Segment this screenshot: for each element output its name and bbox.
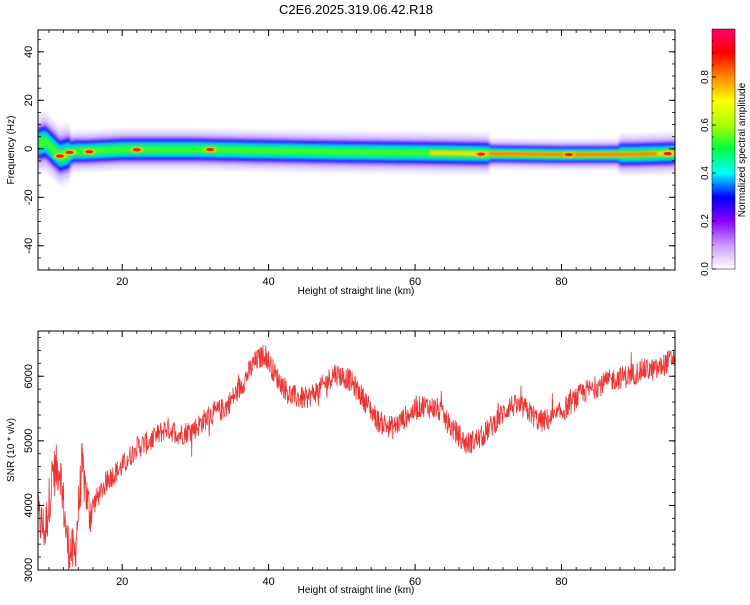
y-tick-label: 4000 <box>23 493 35 517</box>
spectrogram-panel: 20 40 60 80 -40 -20 0 20 40 Height of straight l… <box>6 29 676 297</box>
colorbar: 0.0 0.2 0.4 0.6 0.8 Normalized spectral ampl… <box>700 28 748 276</box>
x-tick-label: 40 <box>263 576 275 588</box>
snr-ylabel: SNR (10 * v/v) <box>6 418 17 482</box>
spectrogram-ylabel: Frequency (Hz) <box>6 116 17 185</box>
x-tick-label: 60 <box>409 276 421 288</box>
spectrogram-xlabel: Height of straight line (km) <box>298 286 415 297</box>
spectrogram-hotspot-core <box>55 154 64 158</box>
snr-ticks: 20 40 60 80 3000 4000 5000 6000 <box>23 331 675 588</box>
snr-panel: 20 40 60 80 3000 4000 5000 6000 Height of strai… <box>6 330 676 596</box>
x-tick-label: 60 <box>409 576 421 588</box>
y-tick-label: -40 <box>23 238 35 254</box>
colorbar-tick-label: 0.2 <box>700 214 711 228</box>
x-tick-label: 80 <box>555 576 567 588</box>
spectrogram-ticks: 20 40 60 80 -40 -20 0 20 40 <box>23 30 675 288</box>
spectrogram-hotspot-core <box>476 152 485 156</box>
y-tick-label: 3000 <box>23 558 35 582</box>
spectrogram-hotspot-core <box>564 153 573 157</box>
colorbar-label: Normalized spectral amplitude <box>737 82 748 217</box>
x-tick-label: 80 <box>555 276 567 288</box>
colorbar-gradient <box>711 28 736 270</box>
y-tick-label: 40 <box>23 46 35 58</box>
y-tick-label: 6000 <box>23 364 35 388</box>
spectrogram-hotspot-core <box>663 152 672 156</box>
x-tick-label: 40 <box>263 276 275 288</box>
x-tick-label: 20 <box>116 276 128 288</box>
spectrogram-hotspot-core <box>65 150 74 155</box>
spectrogram-hotspot-core <box>85 150 94 154</box>
spectrogram-hotspot-core <box>132 148 141 152</box>
colorbar-tick-label: 0.4 <box>700 166 711 180</box>
y-tick-label: -20 <box>23 189 35 205</box>
x-tick-label: 20 <box>116 576 128 588</box>
colorbar-tick-label: 0.6 <box>700 118 711 132</box>
y-tick-label: 0 <box>23 146 35 152</box>
snr-xlabel: Height of straight line (km) <box>298 585 415 596</box>
y-tick-label: 5000 <box>23 429 35 453</box>
figure-title: C2E6.2025.319.06.42.R18 <box>279 2 433 17</box>
snr-background <box>38 331 675 570</box>
colorbar-tick-label: 0.8 <box>700 70 711 84</box>
colorbar-tick-label: 0.0 <box>700 262 711 276</box>
spectrogram-hotspot-core <box>206 147 215 152</box>
snr-series-line <box>38 344 675 570</box>
y-tick-label: 20 <box>23 94 35 106</box>
colorbar-ticks: 0.0 0.2 0.4 0.6 0.8 <box>700 40 716 276</box>
spectrogram-layer <box>38 111 675 186</box>
